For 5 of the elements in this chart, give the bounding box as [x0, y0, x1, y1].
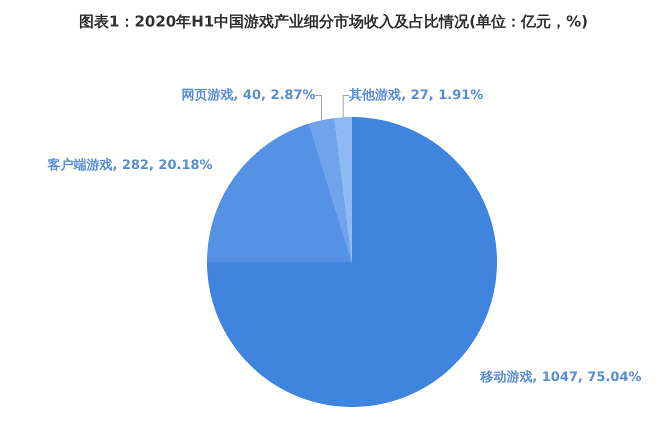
- chart-title: 图表1：2020年H1中国游戏产业细分市场收入及占比情况(单位：亿元，%): [79, 12, 588, 30]
- slice-label: 其他游戏, 27, 1.91%: [348, 88, 484, 103]
- slice-label: 网页游戏, 40, 2.87%: [181, 88, 316, 103]
- slice-label: 移动游戏, 1047, 75.04%: [479, 370, 642, 385]
- slice-label: 客户端游戏, 282, 20.18%: [46, 156, 213, 173]
